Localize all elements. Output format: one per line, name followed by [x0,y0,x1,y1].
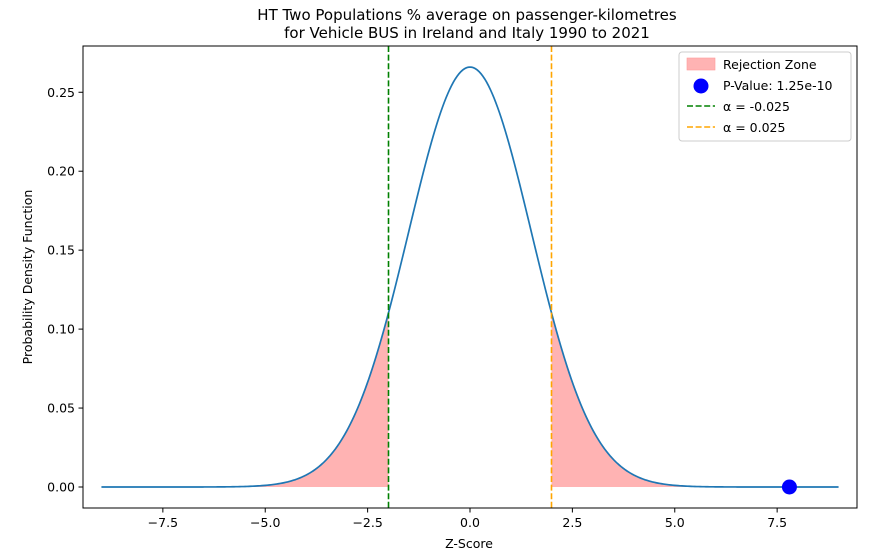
plot-area [101,46,839,508]
y-tick-label: 0.15 [47,243,75,258]
x-axis-label: Z-Score [445,536,493,551]
legend: Rejection Zone P-Value: 1.25e-10 α = -0.02… [678,51,852,142]
y-tick-label: 0.05 [47,401,75,416]
x-tick-label: −2.5 [352,515,382,530]
chart-title-line-2: for Vehicle BUS in Ireland and Italy 199… [284,24,650,42]
x-tick-label: 0.0 [460,515,480,530]
y-tick-label: 0.20 [47,164,75,179]
legend-box [678,51,852,142]
legend-label: P-Value: 1.25e-10 [723,78,833,93]
legend-label: α = -0.025 [723,99,790,114]
x-tick-label: 2.5 [562,515,582,530]
legend-label: α = 0.025 [723,120,785,135]
legend-swatch-rejection-zone [686,57,716,71]
chart-title-line-1: HT Two Populations % average on passenge… [257,6,677,24]
p-value-point [781,479,797,495]
x-tick-label: 7.5 [767,515,787,530]
legend-label: Rejection Zone [723,57,817,72]
rejection-zone-left [101,312,389,487]
y-axis-label: Probability Density Function [20,190,35,365]
x-tick-label: −7.5 [148,515,178,530]
y-tick-label: 0.10 [47,322,75,337]
rejection-zone-right [551,312,839,487]
y-tick-label: 0.25 [47,85,75,100]
axes: −7.5 −5.0 −2.5 0.0 2.5 5.0 7.5 0.00 0.05 0.10 0.15… [47,45,858,530]
y-tick-label: 0.00 [47,480,75,495]
pdf-curve [101,66,839,488]
x-tick-label: 5.0 [665,515,685,530]
legend-marker-p-value [693,78,709,94]
x-tick-label: −5.0 [250,515,280,530]
